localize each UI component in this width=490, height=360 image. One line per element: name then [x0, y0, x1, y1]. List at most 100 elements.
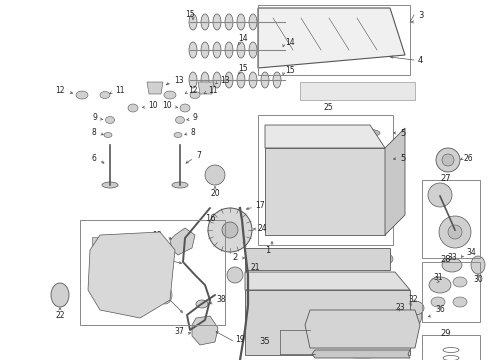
Text: 10: 10 — [162, 100, 172, 109]
Text: 10: 10 — [148, 100, 158, 109]
Text: 18: 18 — [152, 230, 162, 239]
Ellipse shape — [261, 42, 269, 58]
Ellipse shape — [442, 258, 462, 272]
Text: 24: 24 — [258, 224, 268, 233]
Text: 33: 33 — [447, 252, 457, 261]
Polygon shape — [170, 228, 195, 255]
Ellipse shape — [237, 72, 245, 88]
Ellipse shape — [398, 305, 422, 331]
Text: 17: 17 — [255, 201, 265, 210]
Circle shape — [448, 225, 462, 239]
Ellipse shape — [357, 158, 381, 178]
Polygon shape — [258, 8, 405, 68]
Ellipse shape — [429, 277, 451, 293]
Polygon shape — [245, 272, 410, 290]
Text: 5: 5 — [400, 129, 405, 138]
Text: 19: 19 — [152, 291, 162, 300]
Ellipse shape — [276, 129, 304, 137]
Ellipse shape — [158, 286, 172, 304]
Ellipse shape — [237, 14, 245, 30]
Text: 6: 6 — [91, 153, 96, 162]
Ellipse shape — [128, 104, 138, 112]
Ellipse shape — [387, 180, 399, 190]
Ellipse shape — [201, 42, 209, 58]
Text: 36: 36 — [435, 306, 445, 315]
Polygon shape — [312, 350, 410, 358]
Text: 15: 15 — [185, 9, 195, 18]
Polygon shape — [198, 82, 214, 94]
Ellipse shape — [453, 277, 467, 287]
Ellipse shape — [388, 86, 400, 95]
Ellipse shape — [453, 297, 467, 307]
Ellipse shape — [350, 9, 366, 15]
Ellipse shape — [261, 293, 295, 311]
Text: 26: 26 — [464, 153, 474, 162]
Ellipse shape — [431, 277, 445, 287]
Ellipse shape — [189, 72, 197, 88]
Text: 21: 21 — [250, 264, 260, 273]
Circle shape — [115, 258, 135, 278]
Circle shape — [222, 222, 238, 238]
Ellipse shape — [306, 9, 322, 15]
Circle shape — [103, 246, 147, 290]
Bar — [300, 82, 415, 100]
Ellipse shape — [51, 283, 69, 307]
Text: 2: 2 — [233, 253, 238, 262]
Circle shape — [205, 165, 225, 185]
Ellipse shape — [189, 14, 197, 30]
Ellipse shape — [329, 252, 355, 266]
Text: 29: 29 — [440, 328, 450, 338]
Ellipse shape — [329, 350, 394, 358]
Text: 19: 19 — [152, 253, 162, 262]
Text: 8: 8 — [190, 127, 195, 136]
Ellipse shape — [291, 252, 317, 266]
Ellipse shape — [180, 104, 190, 112]
Ellipse shape — [319, 158, 343, 178]
Ellipse shape — [76, 91, 88, 99]
Text: 15: 15 — [238, 63, 248, 72]
Text: 32: 32 — [408, 296, 417, 305]
Text: 35: 35 — [259, 338, 270, 346]
Text: 38: 38 — [216, 296, 225, 305]
Polygon shape — [245, 290, 410, 355]
Ellipse shape — [172, 182, 188, 188]
Bar — [80, 220, 225, 325]
Text: 31: 31 — [433, 274, 442, 283]
Ellipse shape — [273, 42, 281, 58]
Text: 11: 11 — [115, 86, 124, 95]
Ellipse shape — [213, 42, 221, 58]
Text: 28: 28 — [440, 256, 451, 265]
Text: 16: 16 — [205, 213, 215, 222]
Ellipse shape — [253, 252, 279, 266]
Circle shape — [385, 150, 401, 166]
Bar — [258, 5, 410, 75]
Text: 12: 12 — [55, 86, 65, 95]
Text: 19: 19 — [235, 336, 245, 345]
Ellipse shape — [406, 301, 424, 315]
Text: 30: 30 — [473, 275, 483, 284]
Text: 37: 37 — [174, 328, 184, 337]
Ellipse shape — [309, 321, 343, 339]
Text: 27: 27 — [440, 174, 451, 183]
Ellipse shape — [190, 91, 200, 99]
Text: 7: 7 — [196, 150, 201, 159]
Ellipse shape — [249, 72, 257, 88]
Circle shape — [442, 154, 454, 166]
Circle shape — [208, 208, 252, 252]
Ellipse shape — [387, 206, 399, 214]
Text: 34: 34 — [466, 248, 476, 257]
Ellipse shape — [213, 72, 221, 88]
Ellipse shape — [471, 256, 485, 274]
Ellipse shape — [196, 300, 208, 308]
Ellipse shape — [385, 307, 415, 329]
Ellipse shape — [105, 117, 115, 123]
Circle shape — [136, 248, 164, 276]
Ellipse shape — [347, 86, 361, 95]
Ellipse shape — [367, 252, 393, 266]
Ellipse shape — [225, 42, 233, 58]
Ellipse shape — [261, 321, 295, 339]
Ellipse shape — [273, 14, 281, 30]
Polygon shape — [192, 316, 218, 345]
Ellipse shape — [175, 117, 185, 123]
Polygon shape — [88, 232, 175, 318]
